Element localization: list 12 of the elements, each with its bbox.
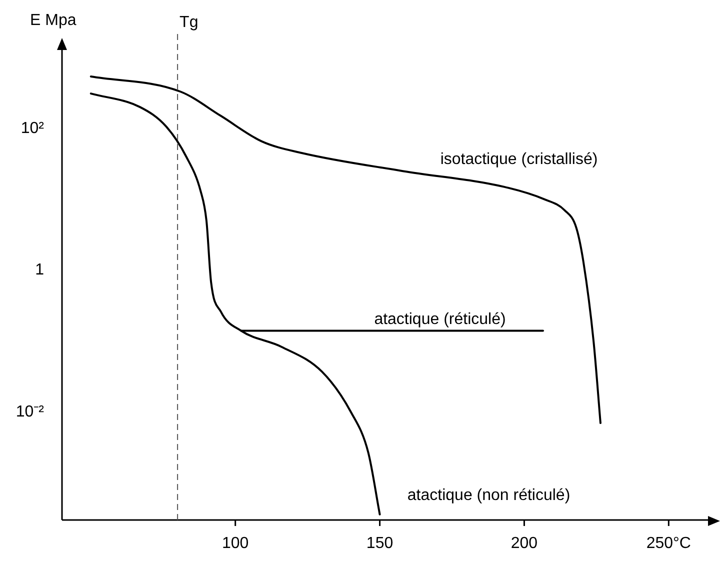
y-tick-label: 1 xyxy=(35,262,44,279)
y-axis-title: E Mpa xyxy=(30,12,76,29)
x-tick-label: 200 xyxy=(510,535,538,552)
series-label: isotactique (cristallisé) xyxy=(440,151,598,168)
series-label: atactique (non réticulé) xyxy=(407,486,570,504)
ref-line-label: Tg xyxy=(180,14,198,31)
y-tick-label: 10⁻² xyxy=(16,403,45,420)
y-tick-label: 10² xyxy=(20,120,45,137)
series-label: atactique (réticulé) xyxy=(374,311,506,328)
x-tick-label: 250°C xyxy=(646,535,691,552)
x-tick-label: 150 xyxy=(366,535,394,552)
x-tick-label: 100 xyxy=(222,535,249,552)
